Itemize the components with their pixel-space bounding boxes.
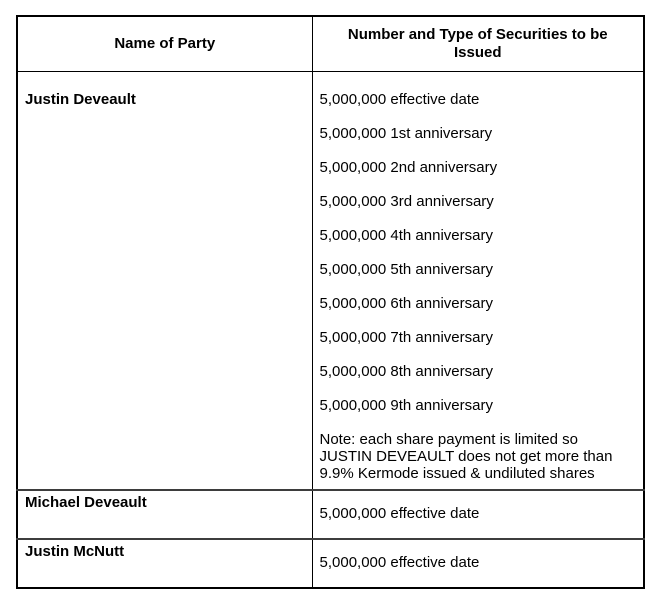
table-row-michael-deveault: Michael Deveault 5,000,000 effective dat… bbox=[16, 489, 645, 540]
header-securities: Number and Type of Securities to be Issu… bbox=[311, 15, 645, 72]
securities-cell-justin-deveault: 5,000,000 effective date 5,000,000 1st a… bbox=[311, 71, 645, 491]
security-line: 5,000,000 6th anniversary bbox=[319, 295, 493, 312]
header-name-of-party: Name of Party bbox=[16, 15, 313, 72]
security-line: 5,000,000 5th anniversary bbox=[319, 261, 493, 278]
security-line: 5,000,000 effective date bbox=[319, 554, 480, 571]
security-line: 5,000,000 effective date bbox=[319, 505, 480, 522]
note-line: 9.9% Kermode issued & undiluted shares bbox=[319, 465, 595, 482]
security-line: 5,000,000 3rd anniversary bbox=[319, 193, 494, 210]
security-line: 5,000,000 7th anniversary bbox=[319, 329, 493, 346]
security-line: 5,000,000 effective date bbox=[319, 91, 480, 108]
security-line: 5,000,000 9th anniversary bbox=[319, 397, 493, 414]
security-line: 5,000,000 4th anniversary bbox=[319, 227, 493, 244]
header-row: Name of Party Number and Type of Securit… bbox=[16, 15, 645, 72]
security-line: 5,000,000 8th anniversary bbox=[319, 363, 493, 380]
party-name-justin-deveault: Justin Deveault bbox=[16, 71, 313, 491]
securities-cell-michael-deveault: 5,000,000 effective date bbox=[311, 489, 645, 540]
table-row-justin-deveault: Justin Deveault 5,000,000 effective date… bbox=[16, 71, 645, 491]
securities-table: Name of Party Number and Type of Securit… bbox=[16, 15, 645, 589]
note-line: JUSTIN DEVEAULT does not get more than bbox=[319, 448, 613, 465]
limitation-note: Note: each share payment is limited so J… bbox=[320, 431, 638, 482]
security-line: 5,000,000 1st anniversary bbox=[319, 125, 493, 142]
note-line: Note: each share payment is limited so bbox=[319, 431, 578, 448]
security-line: 5,000,000 2nd anniversary bbox=[319, 159, 498, 176]
party-name-michael-deveault: Michael Deveault bbox=[16, 489, 313, 540]
